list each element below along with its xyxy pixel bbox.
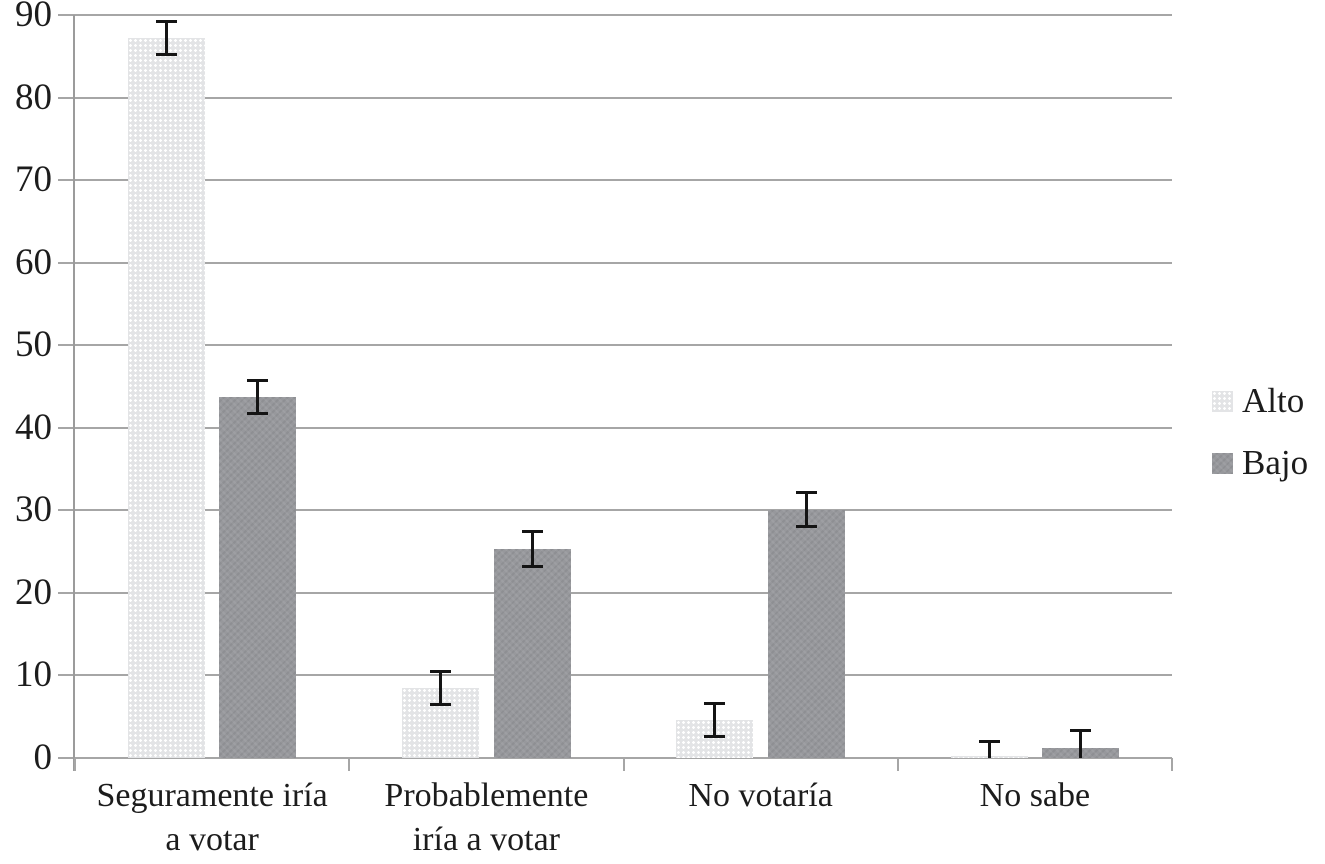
bar-bajo-2 (767, 509, 845, 758)
error-bar-cap-top (521, 530, 543, 534)
y-axis-label: 70 (15, 159, 52, 201)
y-axis-label: 80 (15, 76, 52, 118)
gridline (75, 344, 1172, 347)
y-axis-label: 60 (15, 241, 52, 283)
y-axis-label: 10 (15, 654, 52, 696)
y-axis-tick (58, 344, 75, 347)
y-axis-tick (58, 757, 75, 759)
y-axis-label: 90 (15, 0, 52, 35)
error-bar-cap-top (704, 701, 726, 705)
y-axis-tick (58, 509, 75, 512)
y-axis-tick (58, 14, 75, 16)
error-bar-line (987, 739, 991, 758)
gridline (75, 591, 1172, 594)
legend-item-alto: Alto (1212, 380, 1308, 422)
x-axis-label-0: Seguramente iría a votar (96, 777, 328, 858)
error-bar-cap-bottom (155, 53, 177, 57)
y-axis-tick (58, 96, 75, 99)
y-axis-tick (58, 674, 75, 677)
error-bar-line (804, 491, 808, 528)
y-axis-line (73, 15, 75, 771)
error-bar-line (1079, 729, 1083, 758)
y-axis-label: 40 (15, 406, 52, 448)
error-bar-cap-top (1070, 729, 1092, 733)
x-axis-tick (1171, 758, 1173, 771)
y-axis-label: 50 (15, 324, 52, 366)
error-bar-cap-bottom (704, 735, 726, 739)
y-axis-label: 0 (33, 737, 53, 778)
error-bar-cap-top (795, 491, 817, 495)
error-bar-cap-bottom (521, 565, 543, 569)
bar-alto-2 (676, 720, 754, 758)
error-bar-cap-bottom (795, 524, 817, 528)
x-axis-label-1: Probablemente iría a votar (384, 777, 589, 858)
legend-swatch-bajo-icon (1212, 452, 1233, 474)
x-axis-tick (622, 758, 625, 771)
error-bar-line (530, 530, 534, 569)
y-axis-tick (58, 591, 75, 594)
y-axis-label: 30 (15, 489, 52, 531)
legend-swatch-alto-icon (1212, 390, 1233, 412)
error-bar-cap-top (978, 739, 1000, 743)
gridline (75, 179, 1172, 182)
gridline (75, 261, 1172, 264)
bar-alto-0 (127, 38, 205, 758)
y-axis-tick (58, 179, 75, 182)
legend-label-bajo: Bajo (1242, 443, 1309, 482)
error-bar-cap-top (247, 379, 269, 383)
legend-label-alto: Alto (1242, 381, 1305, 420)
gridline (75, 509, 1172, 512)
error-bar-cap-top (430, 669, 452, 673)
error-bar-cap-top (155, 19, 177, 23)
x-axis-label-2: No votaría (688, 777, 833, 814)
error-bar-line (256, 379, 260, 416)
x-axis-tick (896, 758, 899, 771)
error-bar-line (164, 19, 168, 57)
gridline (75, 96, 1172, 99)
gridline (75, 426, 1172, 429)
x-axis-tick (348, 758, 351, 771)
y-axis-label: 20 (15, 571, 52, 613)
x-axis-label-3: No sabe (979, 777, 1091, 814)
y-axis-tick (58, 426, 75, 429)
bar-bajo-1 (493, 549, 571, 758)
y-axis-tick (58, 261, 75, 264)
error-bar-cap-bottom (430, 702, 452, 706)
legend-item-bajo: Bajo (1212, 442, 1308, 484)
gridline (75, 674, 1172, 677)
error-bar-line (439, 669, 443, 706)
legend: Alto Bajo (1212, 380, 1308, 504)
gridline (75, 14, 1172, 16)
error-bar-line (713, 701, 717, 739)
x-axis-tick (74, 758, 76, 771)
error-bar-cap-bottom (247, 412, 269, 416)
bar-bajo-0 (219, 397, 297, 758)
